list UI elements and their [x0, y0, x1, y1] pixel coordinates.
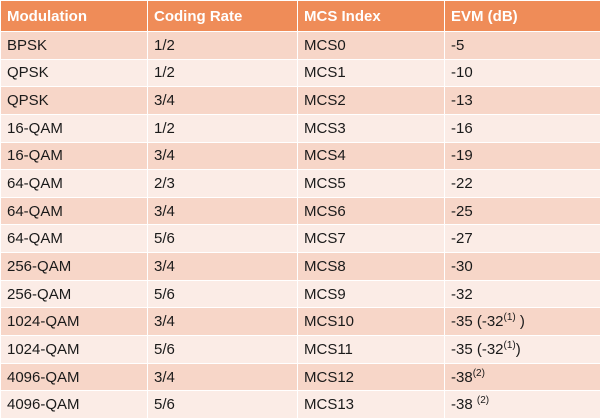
evm-value: -10: [451, 64, 473, 82]
cell-evm: -22: [444, 169, 600, 198]
cell-coding-rate: 3/4: [147, 196, 298, 226]
table-row: 16-QAM 1/2 MCS3 -16: [0, 113, 600, 143]
table-row: 16-QAM 3/4 MCS4 -19: [0, 141, 600, 171]
cell-mcs-index: MCS6: [297, 196, 445, 226]
cell-evm: -38(2): [444, 362, 600, 392]
cell-evm: -32: [444, 279, 600, 309]
cell-coding-rate: 5/6: [147, 335, 298, 364]
table-row: 1024-QAM 5/6 MCS11 -35 (-32(1)): [0, 335, 600, 364]
cell-mcs-index: MCS2: [297, 86, 445, 115]
cell-mcs-index: MCS0: [297, 31, 445, 60]
cell-coding-rate: 1/2: [147, 58, 298, 88]
cell-mcs-index: MCS8: [297, 252, 445, 281]
cell-modulation: 1024-QAM: [0, 307, 148, 337]
cell-mcs-index: MCS1: [297, 58, 445, 88]
cell-mcs-index: MCS7: [297, 224, 445, 254]
table-row: BPSK 1/2 MCS0 -5: [0, 31, 600, 60]
evm-value: -19: [451, 147, 473, 165]
evm-suffix: ): [515, 340, 521, 358]
header-mcs-index: MCS Index: [297, 0, 445, 32]
table-row: 256-QAM 5/6 MCS9 -32: [0, 279, 600, 309]
header-evm: EVM (dB): [444, 0, 600, 32]
cell-evm: -38 (2): [444, 390, 600, 419]
cell-modulation: 1024-QAM: [0, 335, 148, 364]
cell-evm: -16: [444, 113, 600, 143]
evm-value: -5: [451, 36, 465, 54]
cell-mcs-index: MCS4: [297, 141, 445, 171]
cell-coding-rate: 3/4: [147, 252, 298, 281]
cell-coding-rate: 5/6: [147, 224, 298, 254]
evm-footnote-ref: (2): [476, 395, 490, 407]
cell-modulation: 256-QAM: [0, 252, 148, 281]
evm-value: -25: [451, 202, 473, 220]
cell-coding-rate: 3/4: [147, 141, 298, 171]
evm-value: -35 (-32: [451, 313, 504, 331]
cell-coding-rate: 3/4: [147, 86, 298, 115]
table-row: 256-QAM 3/4 MCS8 -30: [0, 252, 600, 281]
cell-evm: -10: [444, 58, 600, 88]
cell-modulation: QPSK: [0, 86, 148, 115]
cell-mcs-index: MCS11: [297, 335, 445, 364]
cell-evm: -30: [444, 252, 600, 281]
evm-value: -32: [451, 285, 473, 303]
evm-value: -35 (-32: [451, 340, 504, 358]
cell-coding-rate: 3/4: [147, 307, 298, 337]
evm-value: -27: [451, 230, 473, 248]
evm-value: -22: [451, 175, 473, 193]
cell-evm: -35 (-32(1)): [444, 335, 600, 364]
cell-modulation: 4096-QAM: [0, 362, 148, 392]
cell-evm: -13: [444, 86, 600, 115]
cell-modulation: QPSK: [0, 58, 148, 88]
table-row: 64-QAM 3/4 MCS6 -25: [0, 196, 600, 226]
table-row: QPSK 3/4 MCS2 -13: [0, 86, 600, 115]
evm-suffix: ): [515, 313, 525, 331]
header-row: Modulation Coding Rate MCS Index EVM (dB…: [0, 0, 600, 32]
cell-coding-rate: 5/6: [147, 390, 298, 419]
cell-mcs-index: MCS12: [297, 362, 445, 392]
header-modulation: Modulation: [0, 0, 148, 32]
cell-evm: -5: [444, 31, 600, 60]
table-row: 4096-QAM 3/4 MCS12 -38(2): [0, 362, 600, 392]
evm-value: -30: [451, 257, 473, 275]
table-row: 4096-QAM 5/6 MCS13 -38 (2): [0, 390, 600, 419]
cell-mcs-index: MCS9: [297, 279, 445, 309]
cell-modulation: 64-QAM: [0, 224, 148, 254]
cell-modulation: 64-QAM: [0, 169, 148, 198]
cell-coding-rate: 5/6: [147, 279, 298, 309]
header-coding-rate: Coding Rate: [147, 0, 298, 32]
cell-evm: -25: [444, 196, 600, 226]
evm-footnote-ref: (2): [472, 367, 485, 379]
cell-modulation: 4096-QAM: [0, 390, 148, 419]
cell-modulation: 64-QAM: [0, 196, 148, 226]
cell-mcs-index: MCS13: [297, 390, 445, 419]
cell-mcs-index: MCS5: [297, 169, 445, 198]
evm-footnote-ref: (1): [503, 339, 516, 351]
cell-evm: -19: [444, 141, 600, 171]
cell-modulation: 16-QAM: [0, 113, 148, 143]
table-row: 64-QAM 5/6 MCS7 -27: [0, 224, 600, 254]
cell-mcs-index: MCS10: [297, 307, 445, 337]
evm-value: -38: [451, 396, 477, 414]
cell-evm: -35 (-32(1) ): [444, 307, 600, 337]
cell-coding-rate: 1/2: [147, 113, 298, 143]
evm-footnote-ref: (1): [503, 312, 516, 324]
cell-modulation: 256-QAM: [0, 279, 148, 309]
evm-value: -38: [451, 368, 473, 386]
cell-modulation: 16-QAM: [0, 141, 148, 171]
cell-evm: -27: [444, 224, 600, 254]
table-row: 64-QAM 2/3 MCS5 -22: [0, 169, 600, 198]
cell-mcs-index: MCS3: [297, 113, 445, 143]
cell-coding-rate: 3/4: [147, 362, 298, 392]
table-row: 1024-QAM 3/4 MCS10 -35 (-32(1) ): [0, 307, 600, 337]
cell-coding-rate: 2/3: [147, 169, 298, 198]
cell-coding-rate: 1/2: [147, 31, 298, 60]
evm-value: -16: [451, 119, 473, 137]
table-row: QPSK 1/2 MCS1 -10: [0, 58, 600, 88]
cell-modulation: BPSK: [0, 31, 148, 60]
evm-value: -13: [451, 92, 473, 110]
